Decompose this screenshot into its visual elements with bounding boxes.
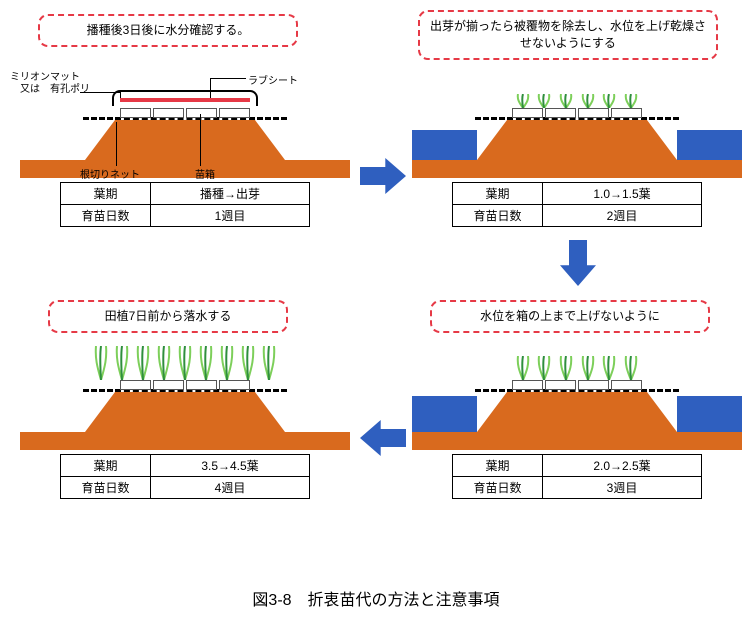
- bed-trap-2: [477, 120, 677, 160]
- box-row-1: [120, 108, 250, 118]
- figure-caption: 図3-8 折衷苗代の方法と注意事項: [0, 586, 752, 610]
- table-stage-1: 葉期 播種→出芽 育苗日数 1週目: [60, 182, 310, 227]
- diagram-stage-1: ミリオンマット 又は 有孔ポリ ラブシート 根切りネット 苗箱: [20, 68, 350, 178]
- water-r-2: [677, 130, 742, 160]
- panel-stage-3: 葉期 2.0→2.5葉 育苗日数 3週目: [412, 340, 742, 499]
- td-days-1: 1週目: [151, 205, 310, 227]
- seedlings-2: [512, 94, 642, 108]
- bed-base-2: [412, 160, 742, 178]
- bed-base-1: [20, 160, 350, 178]
- td-days-3: 3週目: [543, 477, 702, 499]
- callout-stage-4: 田植7日前から落水する: [48, 300, 288, 333]
- callout-stage-2: 出芽が揃ったら被覆物を除去し、水位を上げ乾燥させないようにする: [418, 10, 718, 60]
- td-days-2: 2週目: [543, 205, 702, 227]
- table-stage-4: 葉期 3.5→4.5葉 育苗日数 4週目: [60, 454, 310, 499]
- diagram-stage-4: [20, 340, 350, 450]
- water-l-3: [412, 396, 477, 432]
- bed-trap-4: [85, 392, 285, 432]
- label-root-net: 根切りネット: [80, 166, 140, 181]
- diagram-stage-2: [412, 68, 742, 178]
- th-days: 育苗日数: [61, 205, 151, 227]
- td-stage-4: 3.5→4.5葉: [151, 455, 310, 477]
- cover-line-1: [112, 90, 258, 106]
- table-stage-2: 葉期 1.0→1.5葉 育苗日数 2週目: [452, 182, 702, 227]
- seedlings-4: [90, 346, 280, 380]
- th-stage: 葉期: [61, 183, 151, 205]
- diagram-stage-3: [412, 340, 742, 450]
- callout-stage-3: 水位を箱の上まで上げないように: [430, 300, 710, 333]
- bed-base-4: [20, 432, 350, 450]
- td-stage-2: 1.0→1.5葉: [543, 183, 702, 205]
- arrow-3-4: [360, 420, 406, 456]
- bed-trap-3: [477, 392, 677, 432]
- box-row-2: [512, 108, 642, 118]
- table-stage-3: 葉期 2.0→2.5葉 育苗日数 3週目: [452, 454, 702, 499]
- lead-ls-h: [210, 78, 246, 79]
- box-row-4: [120, 380, 250, 390]
- water-r-3: [677, 396, 742, 432]
- panel-stage-2: 葉期 1.0→1.5葉 育苗日数 2週目: [412, 68, 742, 227]
- bed-base-3: [412, 432, 742, 450]
- panel-stage-1: ミリオンマット 又は 有孔ポリ ラブシート 根切りネット 苗箱 葉期 播種→出芽…: [20, 68, 350, 227]
- label-box: 苗箱: [195, 166, 215, 181]
- water-l-2: [412, 130, 477, 160]
- label-love-sheet: ラブシート: [248, 72, 298, 87]
- box-row-3: [512, 380, 642, 390]
- callout-stage-1: 播種後3日後に水分確認する。: [38, 14, 298, 47]
- lead-rn: [116, 122, 117, 166]
- arrow-1-2: [360, 158, 406, 194]
- seedlings-3: [512, 356, 642, 380]
- td-stage-3: 2.0→2.5葉: [543, 455, 702, 477]
- bed-trap-1: [85, 120, 285, 160]
- td-days-4: 4週目: [151, 477, 310, 499]
- arrow-2-3: [560, 240, 596, 286]
- lead-box: [200, 114, 201, 166]
- td-stage-1: 播種→出芽: [151, 183, 310, 205]
- panel-stage-4: 葉期 3.5→4.5葉 育苗日数 4週目: [20, 340, 350, 499]
